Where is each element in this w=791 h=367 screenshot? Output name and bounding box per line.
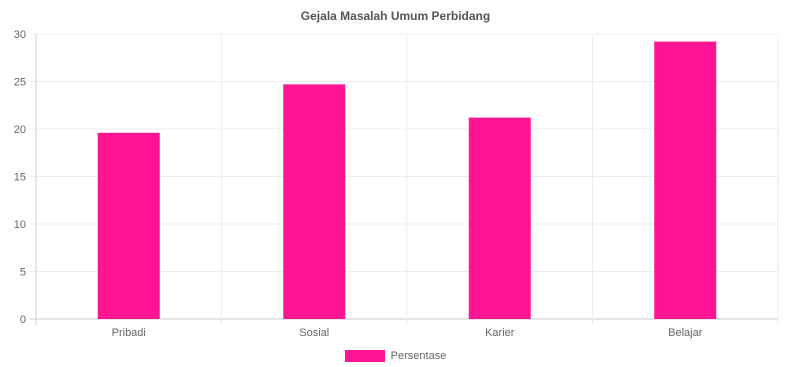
y-tick-label: 25	[14, 77, 26, 89]
legend[interactable]: Persentase	[0, 350, 791, 362]
y-tick-label: 5	[20, 267, 26, 279]
x-tick-label: Karier	[485, 327, 515, 339]
x-tick-label: Pribadi	[112, 327, 146, 339]
bar	[283, 84, 346, 319]
y-tick-label: 20	[14, 124, 26, 136]
y-tick-label: 10	[14, 219, 26, 231]
legend-label: Persentase	[390, 350, 447, 362]
y-tick-label: 15	[14, 172, 26, 184]
y-tick-label: 30	[14, 29, 26, 41]
y-tick-label: 0	[20, 314, 26, 326]
x-tick-label: Belajar	[668, 327, 703, 339]
bar	[97, 132, 160, 319]
bar	[654, 41, 717, 319]
bar	[468, 117, 531, 319]
legend-swatch	[344, 350, 385, 362]
x-tick-label: Sosial	[299, 327, 329, 339]
chart-title: Gejala Masalah Umum Perbidang	[300, 9, 491, 23]
